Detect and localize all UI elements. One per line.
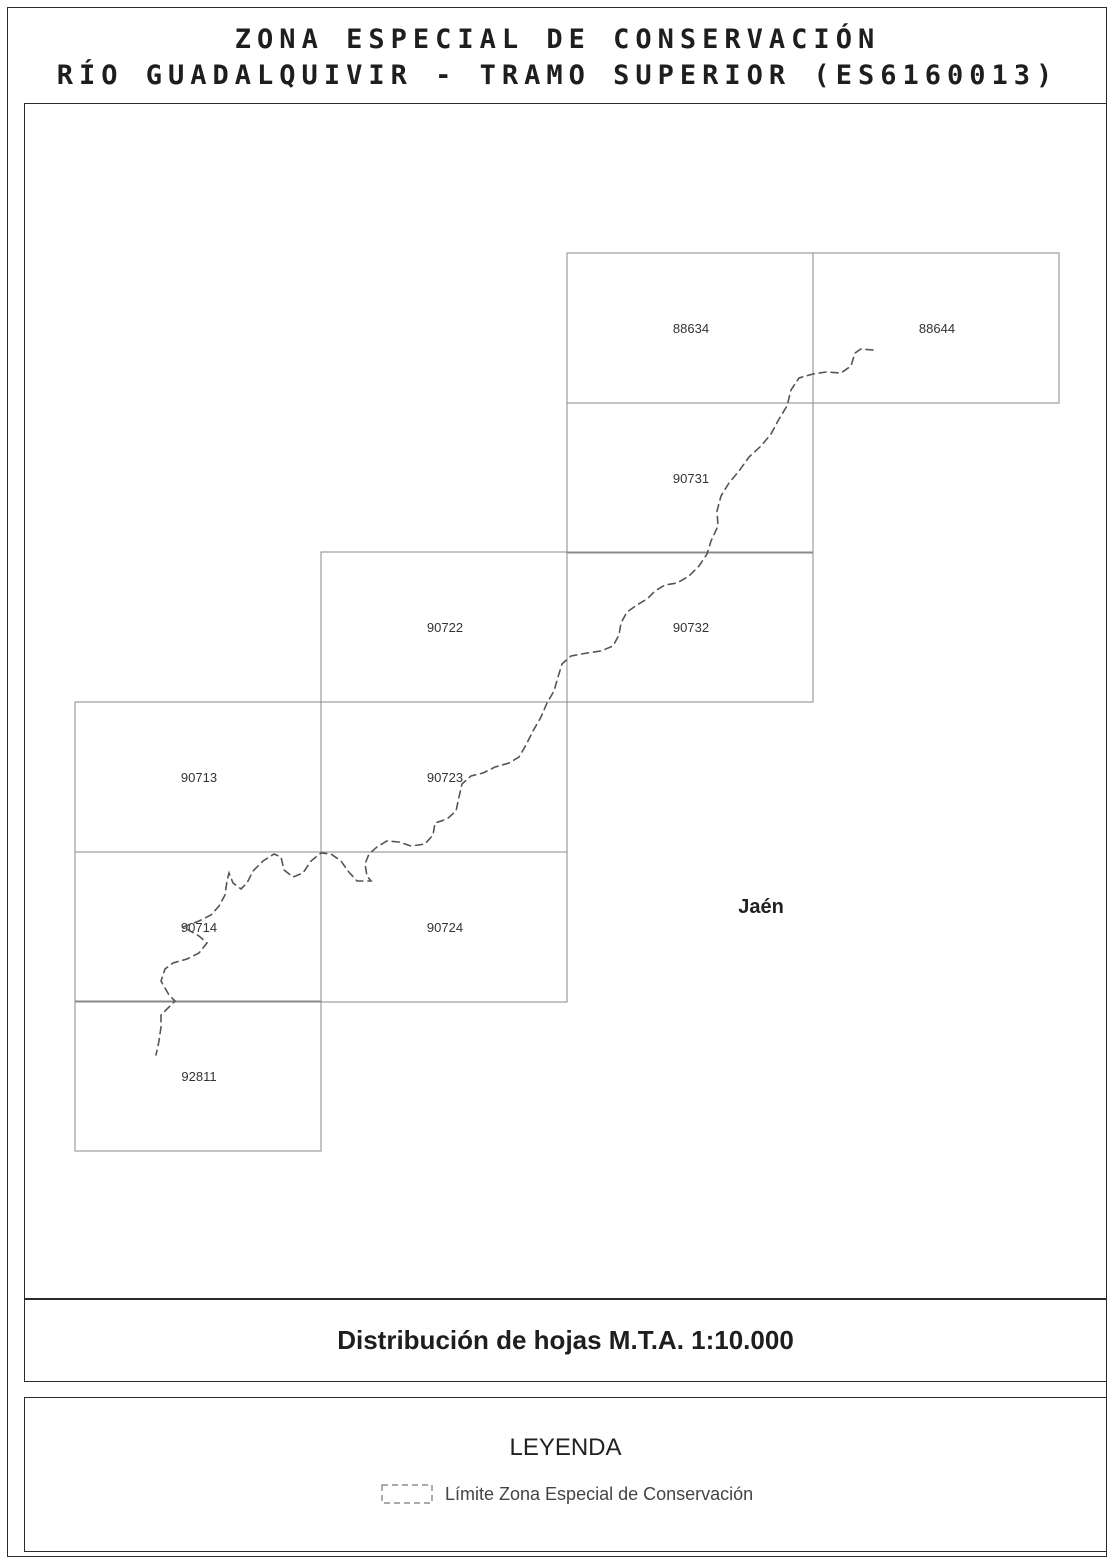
province-label-jaen: Jaén [738,896,784,918]
map-canvas: 88634 88644 90731 90722 90732 90713 90723 90714… [74,252,1060,1152]
sheet-label-90714: 90714 [181,920,217,935]
map-title-line-2: RÍO GUADALQUIVIR - TRAMO SUPERIOR (ES616… [56,60,1059,91]
sheet-label-88634: 88634 [673,321,709,336]
sheet-distribution-caption: Distribución de hojas M.T.A. 1:10.000 [337,1324,794,1355]
sheet-label-92811: 92811 [181,1069,216,1084]
legend-item-label: Límite Zona Especial de Conservación [445,1483,754,1504]
sheet-label-90724: 90724 [427,920,463,935]
sheet-cell-88644 [812,252,1060,404]
sheet-grid [74,252,1060,1152]
sheet-label-90722: 90722 [427,620,463,635]
dashed-boundary-icon [381,1484,433,1504]
sheet-labels: 88634 88644 90731 90722 90732 90713 90723 90714… [181,321,955,1084]
sheet-label-90731: 90731 [673,471,709,486]
legend-item-zec-boundary: Límite Zona Especial de Conservación [379,1480,753,1508]
sheet-label-90732: 90732 [673,620,709,635]
map-panel: 88634 88644 90731 90722 90732 90713 90723 90714… [24,103,1107,1300]
sheet-cell-90731 [566,402,814,554]
legend-panel: LEYENDA Límite Zona Especial de Conserva… [24,1397,1107,1552]
caption-panel: Distribución de hojas M.T.A. 1:10.000 [24,1298,1107,1382]
legend-title: LEYENDA [509,1434,622,1461]
sheet-label-88644: 88644 [919,321,955,336]
sheet-label-90723: 90723 [427,770,463,785]
map-title: ZONA ESPECIAL DE CONSERVACIÓN RÍO GUADAL… [0,22,1115,94]
sheet-cell-90724 [320,851,568,1003]
sheet-cell-92811 [74,1000,322,1152]
sheet-label-90713: 90713 [181,770,217,785]
sheet-cell-90732 [566,551,814,703]
map-title-line-1: ZONA ESPECIAL DE CONSERVACIÓN [234,24,881,55]
